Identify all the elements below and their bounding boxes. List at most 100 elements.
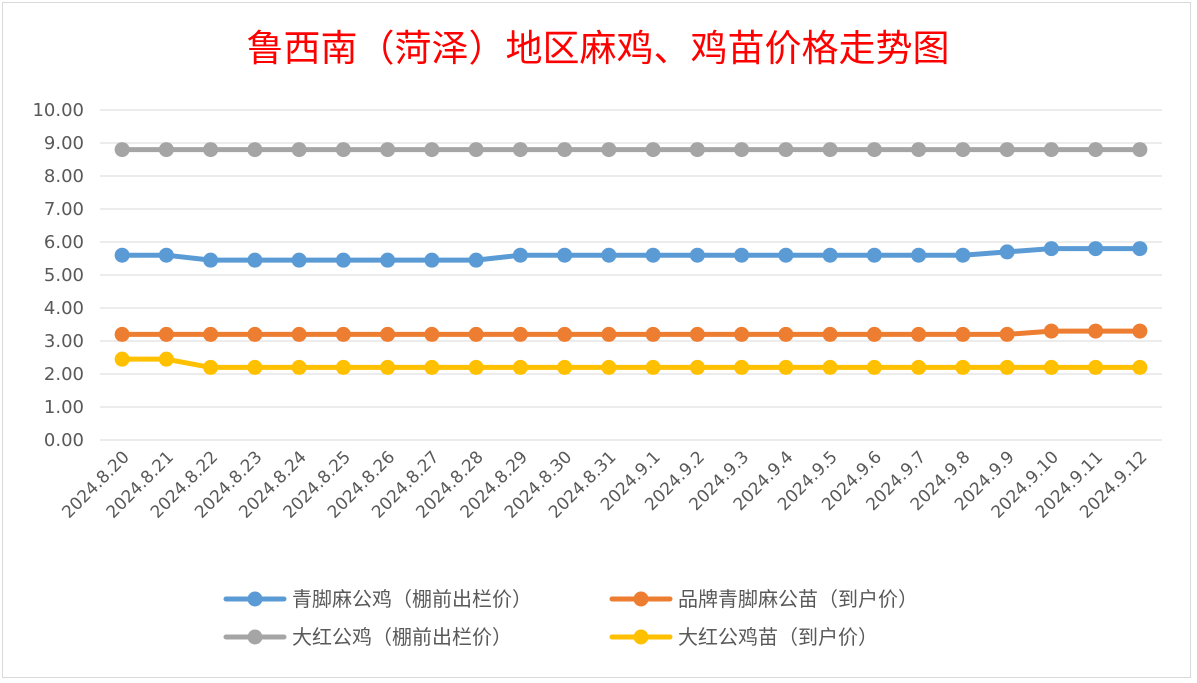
y-tick-label: 4.00 xyxy=(44,298,84,319)
data-point xyxy=(114,247,130,263)
data-point xyxy=(291,252,307,268)
data-point xyxy=(866,359,882,375)
data-point xyxy=(866,247,882,263)
data-point xyxy=(1088,359,1104,375)
chart-title: 鲁西南（菏泽）地区麻鸡、鸡苗价格走势图 xyxy=(247,27,950,70)
data-point xyxy=(335,252,351,268)
data-point xyxy=(557,359,573,375)
y-tick-label: 8.00 xyxy=(44,166,84,187)
legend-label: 大红公鸡苗（到户价） xyxy=(678,625,878,649)
data-point xyxy=(778,326,794,342)
series-0 xyxy=(114,241,1148,268)
data-point xyxy=(734,326,750,342)
data-point xyxy=(601,142,617,158)
data-point xyxy=(1132,142,1148,158)
data-point xyxy=(114,326,130,342)
series-2 xyxy=(114,142,1148,158)
x-axis-ticks: 2024.8.202024.8.212024.8.222024.8.232024… xyxy=(58,447,1151,522)
data-point xyxy=(778,142,794,158)
series-layer xyxy=(114,142,1148,375)
legend-label: 品牌青脚麻公苗（到户价） xyxy=(678,587,918,611)
data-point xyxy=(247,142,263,158)
data-point xyxy=(822,247,838,263)
data-point xyxy=(247,326,263,342)
legend-swatch-marker xyxy=(633,629,649,645)
data-point xyxy=(999,244,1015,260)
data-point xyxy=(1088,241,1104,257)
series-3 xyxy=(114,351,1148,375)
data-point xyxy=(778,359,794,375)
data-point xyxy=(557,247,573,263)
data-point xyxy=(999,326,1015,342)
data-point xyxy=(380,252,396,268)
data-point xyxy=(1088,323,1104,339)
data-point xyxy=(512,247,528,263)
data-point xyxy=(689,142,705,158)
data-point xyxy=(866,142,882,158)
data-point xyxy=(999,142,1015,158)
data-point xyxy=(468,326,484,342)
data-point xyxy=(601,247,617,263)
legend-item: 大红公鸡苗（到户价） xyxy=(609,625,878,649)
data-point xyxy=(512,142,528,158)
data-point xyxy=(335,359,351,375)
legend-swatch-marker xyxy=(247,591,263,607)
data-point xyxy=(955,247,971,263)
data-point xyxy=(734,247,750,263)
data-point xyxy=(424,326,440,342)
data-point xyxy=(291,142,307,158)
y-axis-ticks: 0.00 1.00 2.00 3.00 4.00 5.00 6.00 7.00 8.00 9.00… xyxy=(32,100,84,451)
data-point xyxy=(291,359,307,375)
data-point xyxy=(468,252,484,268)
data-point xyxy=(999,359,1015,375)
series-1 xyxy=(114,323,1148,342)
data-point xyxy=(1132,359,1148,375)
y-tick-label: 6.00 xyxy=(44,232,84,253)
data-point xyxy=(689,359,705,375)
y-tick-label: 1.00 xyxy=(44,397,84,418)
data-point xyxy=(689,247,705,263)
data-point xyxy=(512,359,528,375)
data-point xyxy=(557,142,573,158)
data-point xyxy=(822,142,838,158)
data-point xyxy=(424,252,440,268)
data-point xyxy=(822,326,838,342)
data-point xyxy=(645,247,661,263)
data-point xyxy=(866,326,882,342)
data-point xyxy=(689,326,705,342)
y-tick-label: 2.00 xyxy=(44,364,84,385)
data-point xyxy=(911,359,927,375)
data-point xyxy=(645,359,661,375)
data-point xyxy=(114,142,130,158)
data-point xyxy=(380,142,396,158)
data-point xyxy=(1043,241,1059,257)
y-tick-label: 3.00 xyxy=(44,331,84,352)
data-point xyxy=(203,142,219,158)
legend-item: 青脚麻公鸡（棚前出栏价） xyxy=(223,587,532,611)
data-point xyxy=(380,326,396,342)
data-point xyxy=(645,142,661,158)
y-tick-label: 10.00 xyxy=(32,100,84,121)
data-point xyxy=(158,247,174,263)
data-point xyxy=(335,142,351,158)
legend-swatch-marker xyxy=(633,591,649,607)
series-line xyxy=(119,328,1143,337)
data-point xyxy=(1043,142,1059,158)
data-point xyxy=(1132,241,1148,257)
data-point xyxy=(1043,323,1059,339)
data-point xyxy=(291,326,307,342)
data-point xyxy=(247,252,263,268)
data-point xyxy=(158,351,174,367)
y-tick-label: 9.00 xyxy=(44,133,84,154)
data-point xyxy=(822,359,838,375)
data-point xyxy=(468,359,484,375)
data-point xyxy=(158,142,174,158)
data-point xyxy=(1088,142,1104,158)
data-point xyxy=(512,326,528,342)
data-point xyxy=(601,326,617,342)
y-tick-label: 0.00 xyxy=(44,430,84,451)
gridlines xyxy=(100,109,1162,441)
data-point xyxy=(911,142,927,158)
